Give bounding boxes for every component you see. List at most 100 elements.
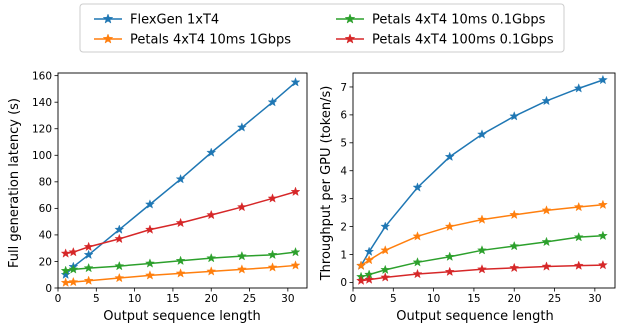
legend-label-3: Petals 4xT4 100ms 0.1Gbps	[372, 33, 554, 48]
data-point-1-2-9	[597, 230, 608, 240]
data-point-0-1-4	[145, 270, 155, 280]
series-line-0-1	[65, 264, 296, 284]
data-point-1-2-5	[477, 245, 487, 255]
x-tick-label-1-6: 30	[588, 293, 601, 305]
data-point-1-3-6	[509, 262, 520, 273]
data-point-0-0-3	[114, 224, 125, 234]
y-tick-label-0-6: 120	[32, 124, 52, 136]
data-point-1-0-9	[597, 74, 608, 85]
data-point-1-3-0	[356, 275, 366, 285]
series-line-0-3	[65, 191, 296, 255]
legend-marker-2	[344, 13, 356, 24]
data-point-0-1-2	[83, 275, 94, 285]
data-point-1-3-8	[573, 260, 584, 270]
data-point-0-3-4	[145, 224, 155, 234]
data-point-1-3-7	[541, 261, 552, 271]
data-point-0-1-5	[175, 268, 186, 278]
data-point-1-3-3	[412, 268, 423, 279]
data-point-0-2-6	[206, 252, 217, 263]
data-point-0-3-8	[267, 193, 278, 203]
data-point-1-0-2	[380, 221, 391, 231]
data-point-1-0-6	[509, 111, 520, 121]
data-point-0-2-2	[83, 262, 94, 273]
data-point-0-0-0	[60, 269, 71, 279]
x-tick-label-0-6: 30	[281, 293, 294, 305]
data-point-1-0-7	[541, 95, 552, 106]
data-point-1-1-0	[356, 260, 366, 270]
legend-marker-3	[344, 33, 356, 44]
data-point-0-0-9	[290, 77, 301, 87]
data-point-1-0-8	[573, 83, 584, 93]
data-point-0-1-9	[290, 260, 301, 270]
data-point-1-0-5	[477, 129, 487, 139]
data-point-0-3-1	[68, 246, 79, 257]
x-tick-label-0-0: 0	[55, 293, 62, 305]
data-point-1-1-2	[380, 245, 391, 255]
data-point-1-1-8	[573, 201, 584, 212]
x-tick-label-0-2: 10	[128, 293, 141, 305]
data-point-1-2-2	[380, 264, 391, 275]
data-point-0-0-4	[145, 199, 155, 209]
data-point-0-0-8	[267, 97, 278, 107]
legend-marker-1	[102, 33, 114, 44]
y-tick-label-1-4: 4	[340, 166, 347, 178]
x-tick-label-1-1: 5	[390, 293, 397, 305]
legend-marker-0	[102, 13, 114, 24]
series-line-0-2	[65, 251, 296, 272]
data-point-0-3-7	[236, 201, 247, 212]
data-point-1-1-5	[477, 214, 487, 224]
data-point-0-2-9	[290, 246, 301, 257]
x-tick-label-1-3: 15	[467, 293, 480, 305]
y-tick-label-1-5: 5	[340, 138, 347, 150]
data-point-1-2-3	[412, 257, 423, 267]
legend: FlexGen 1xT4 Petals 4xT4 10ms 1Gbps Petals…	[79, 3, 565, 53]
series-line-1-1	[360, 204, 603, 267]
data-point-0-2-5	[175, 255, 186, 265]
data-point-0-0-7	[236, 122, 247, 132]
data-point-0-3-3	[114, 233, 125, 244]
y-tick-label-1-3: 3	[340, 193, 347, 205]
legend-label-2: Petals 4xT4 10ms 0.1Gbps	[372, 13, 546, 28]
y-tick-label-1-6: 6	[340, 110, 347, 122]
x-tick-label-1-2: 10	[427, 293, 440, 305]
data-point-1-1-3	[412, 231, 423, 241]
data-point-0-1-0	[60, 277, 71, 287]
x-tick-label-0-3: 15	[166, 293, 179, 305]
x-tick-label-1-4: 20	[508, 293, 521, 305]
y-tick-label-0-0: 0	[45, 283, 52, 295]
data-point-0-1-1	[68, 276, 79, 287]
series-line-1-0	[360, 79, 604, 267]
legend-frame	[79, 3, 565, 53]
y-tick-label-0-7: 140	[32, 97, 52, 109]
data-point-1-3-2	[380, 272, 391, 282]
data-point-0-3-2	[83, 241, 94, 252]
data-point-0-1-3	[114, 272, 125, 283]
data-point-1-3-9	[597, 259, 608, 270]
data-point-0-1-8	[267, 262, 278, 272]
y-tick-label-0-8: 160	[32, 70, 52, 82]
x-tick-label-0-5: 25	[243, 293, 256, 305]
data-point-1-1-7	[541, 205, 552, 215]
data-point-1-0-1	[364, 246, 375, 256]
data-point-0-0-6	[206, 147, 217, 157]
data-point-0-2-0	[60, 265, 71, 275]
plot-frame-0	[57, 72, 308, 289]
data-point-0-0-5	[175, 173, 186, 184]
data-point-1-2-4	[444, 251, 455, 261]
data-point-1-1-9	[597, 199, 608, 209]
y-tick-label-0-5: 100	[32, 150, 52, 162]
data-point-1-0-3	[412, 182, 423, 192]
data-point-1-1-4	[444, 221, 455, 231]
x-tick-label-0-4: 20	[205, 293, 218, 305]
data-point-1-2-8	[573, 232, 584, 242]
data-point-1-0-4	[444, 151, 455, 161]
data-point-1-1-1	[364, 254, 375, 265]
y-tick-label-1-1: 1	[340, 249, 347, 261]
latency-x-axis-label: Output sequence length	[103, 309, 261, 324]
data-point-0-2-4	[145, 258, 155, 268]
data-point-0-2-3	[114, 260, 125, 271]
data-point-0-3-5	[175, 217, 186, 228]
data-point-0-3-9	[290, 186, 301, 196]
data-point-0-0-2	[83, 249, 94, 260]
